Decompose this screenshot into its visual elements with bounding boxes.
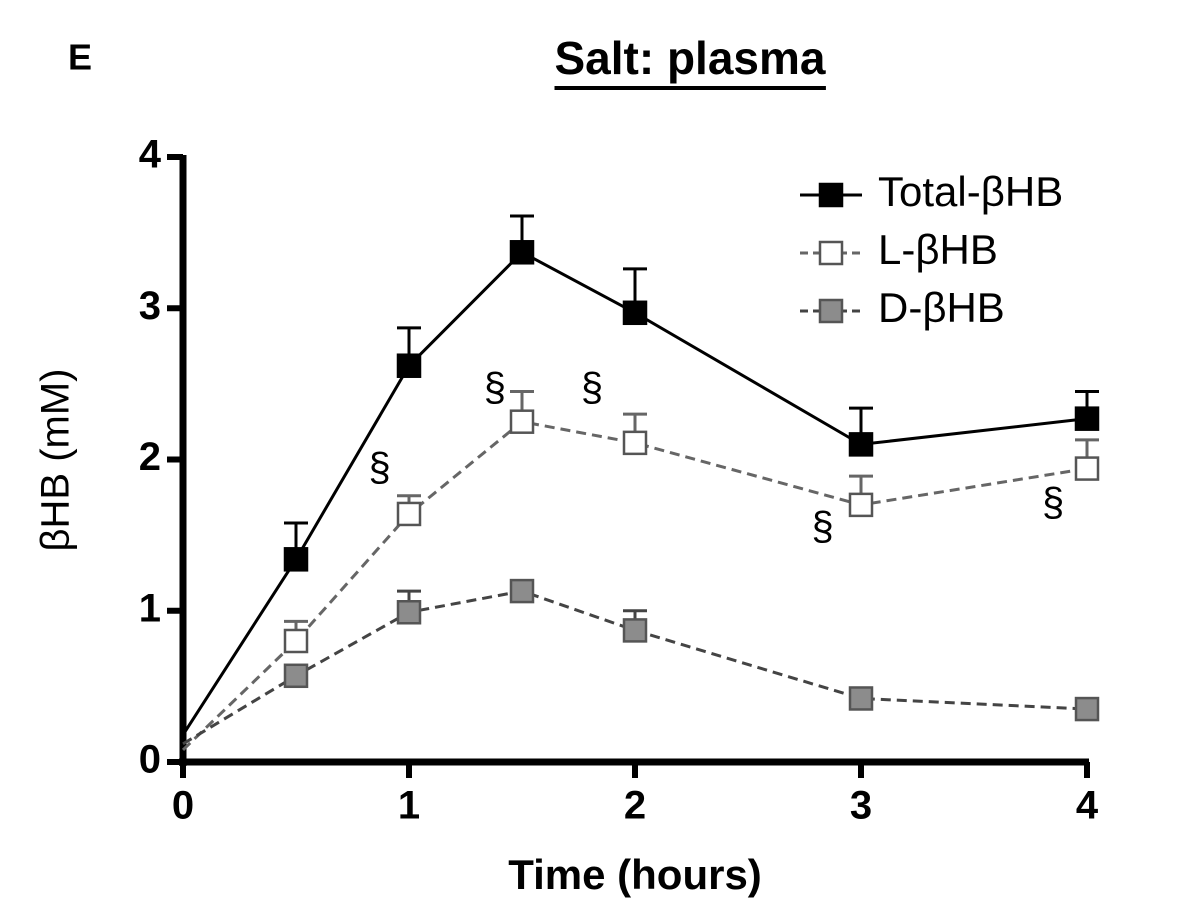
- x-tick-label: 3: [850, 784, 872, 828]
- legend-label: D-βHB: [878, 284, 1005, 331]
- y-tick-label: 2: [139, 435, 161, 479]
- marker: [848, 432, 874, 457]
- y-tick-label: 3: [139, 284, 161, 328]
- y-tick-label: 4: [139, 133, 162, 177]
- x-tick-label: 1: [398, 784, 420, 828]
- marker: [396, 501, 422, 527]
- x-tick-label: 0: [172, 784, 194, 828]
- marker: [509, 240, 535, 265]
- marker: [396, 353, 422, 378]
- marker: [848, 492, 874, 518]
- marker: [509, 578, 535, 604]
- marker: [396, 600, 422, 625]
- series-line: [181, 420, 1088, 751]
- legend-marker: [818, 182, 844, 208]
- marker: [848, 686, 874, 711]
- marker: [1074, 456, 1100, 481]
- annotation: §: [368, 446, 390, 490]
- marker: [622, 618, 648, 643]
- marker: [283, 547, 309, 572]
- panel-label: E: [68, 37, 92, 78]
- marker: [1074, 406, 1100, 431]
- annotation: §: [581, 365, 603, 409]
- y-tick-label: 1: [139, 586, 161, 630]
- marker: [283, 663, 309, 689]
- legend-marker: [818, 240, 844, 266]
- marker: [509, 409, 535, 434]
- x-axis-label: Time (hours): [508, 851, 762, 898]
- legend-label: Total-βHB: [878, 168, 1063, 215]
- marker: [622, 300, 648, 326]
- marker: [622, 430, 648, 456]
- y-tick-label: 0: [139, 738, 161, 782]
- annotation: §: [1042, 480, 1064, 524]
- marker: [1074, 696, 1100, 722]
- annotation: §: [811, 505, 833, 549]
- y-axis-label: βHB (mM): [34, 369, 78, 552]
- legend-label: L-βHB: [878, 226, 998, 273]
- annotation: §: [484, 365, 506, 409]
- x-tick-label: 2: [624, 784, 646, 828]
- marker: [283, 628, 309, 654]
- legend-marker: [818, 298, 844, 324]
- x-tick-label: 4: [1076, 784, 1099, 828]
- chart-title: Salt: plasma: [555, 32, 826, 84]
